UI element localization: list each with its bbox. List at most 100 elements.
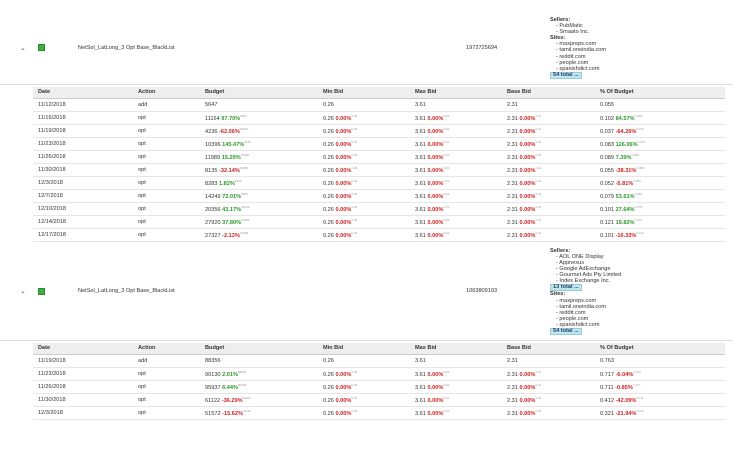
previous-value: 3.61	[443, 370, 450, 375]
previous-value: 0.26	[351, 396, 358, 401]
cell: 0.26 0.00%0.26	[318, 380, 410, 394]
column-header: Base Bid	[502, 342, 595, 355]
change-percent: 0.00%	[427, 232, 444, 239]
previous-value: 0.037	[637, 139, 646, 144]
change-percent: 0.00%	[335, 219, 352, 226]
total-row: 54 total ...	[550, 327, 621, 335]
cell: 4236 -62.06%11164	[200, 124, 318, 138]
cell-value: 0.412	[600, 397, 614, 404]
show-total-button[interactable]: 54 total ...	[550, 71, 582, 79]
separator	[0, 339, 733, 341]
previous-value: 0.26	[351, 165, 358, 170]
cell-value: opt	[138, 179, 146, 186]
previous-value: 0.083	[631, 152, 639, 157]
cell: 3.61 0.00%3.61	[410, 137, 502, 151]
previous-value: 3.61	[443, 139, 450, 144]
previous-value: 3.61	[443, 152, 450, 157]
cell: 8283 1.82%8135	[200, 176, 318, 190]
cell-value: opt	[138, 409, 146, 416]
cell: 3.61 0.00%3.61	[410, 176, 502, 190]
seller-item: AOL ONE Display	[550, 254, 621, 260]
show-total-button[interactable]: 13 total ...	[550, 284, 582, 292]
change-percent: 19.82%	[615, 219, 635, 226]
column-header: Min Bid	[318, 342, 410, 355]
change-percent: 1.82%	[219, 180, 235, 187]
cell-value: 3.61	[415, 397, 426, 404]
data-row: 11/30/2018 opt 61122 -36.29%95937 0.26 0.00…	[33, 393, 725, 407]
previous-value: 0.717	[632, 383, 641, 388]
cell: 2.31 0.00%2.31	[502, 124, 595, 138]
change-percent: 0.00%	[427, 397, 444, 404]
previous-value: 2.31	[535, 152, 542, 157]
expand-toggle[interactable]: ⌄	[20, 288, 26, 296]
cell-value: 0.26	[323, 371, 334, 378]
previous-value: 2.31	[535, 230, 542, 235]
cell-value: 0.26	[323, 180, 334, 187]
show-total-button[interactable]: 54 total ...	[550, 327, 582, 335]
data-row: 11/26/2018 opt 11989 15.29%10396 0.26 0.00%…	[33, 150, 725, 164]
previous-value: 3.61	[443, 113, 450, 118]
previous-value: 10396	[240, 152, 250, 157]
previous-value: 2.31	[535, 217, 542, 222]
cell-value: 2.31	[507, 193, 518, 200]
expand-toggle[interactable]: ⌄	[20, 44, 26, 52]
cell: 0.26 0.00%0.26	[318, 228, 410, 242]
previous-value: 2.31	[535, 178, 542, 183]
cell: add	[133, 98, 200, 112]
cell: 3.61 0.00%3.61	[410, 150, 502, 164]
cell-value: 2.31	[507, 141, 518, 148]
cell-value: opt	[138, 140, 146, 147]
checkbox[interactable]	[38, 44, 45, 52]
cell: 11/26/2018	[33, 380, 133, 394]
cell-value: 27327	[205, 232, 221, 239]
cell: 0.102 84.57%0.055	[595, 111, 725, 125]
cell: 0.412 -42.09%0.711	[595, 393, 725, 407]
site-item: tamil.oneindia.com	[550, 47, 606, 53]
cell: opt	[133, 393, 200, 407]
change-percent: 0.00%	[519, 167, 536, 174]
previous-value: 4236	[244, 139, 251, 144]
cell: 0.26 0.00%0.26	[318, 163, 410, 177]
seller-item: Google AdExchange	[550, 266, 621, 272]
change-percent: 0.00%	[335, 397, 352, 404]
cell: 11/26/2018	[33, 150, 133, 164]
cell-value: opt	[138, 231, 146, 238]
cell-value: 0.26	[323, 154, 334, 161]
previous-value: 11164	[239, 126, 248, 131]
change-percent: 0.00%	[519, 232, 536, 239]
header-row: Date Action Budget Min Bid Max Bid Base Bid% …	[33, 342, 725, 355]
cell: opt	[133, 406, 200, 420]
cell-value: 11/19/2018	[38, 357, 66, 364]
data-row: 12/14/2018 opt 27920 37.80%20356 0.26 0.00%…	[33, 215, 725, 229]
change-percent: 7.39%	[615, 154, 632, 161]
cell-value: opt	[138, 383, 146, 390]
cell-value: 2.31	[507, 154, 518, 161]
cell: 2.31 0.00%2.31	[502, 380, 595, 394]
cell-value: 11/26/2018	[38, 153, 66, 160]
previous-value: 95937	[242, 396, 251, 401]
site-item: maxpreps.com	[550, 41, 606, 47]
group-header: ⌄ NetSol_LatLong_3 Opt Base_BlackList 1972…	[0, 0, 733, 79]
change-percent: 97.70%	[221, 115, 241, 122]
data-row: 11/30/2018 opt 8135 -32.14%11989 0.26 0.00%…	[33, 163, 725, 177]
checkbox[interactable]	[38, 287, 45, 295]
cell-value: 0.717	[600, 371, 614, 378]
cell: opt	[133, 124, 200, 138]
cell: 0.26 0.00%0.26	[318, 124, 410, 138]
sellers-label: Sellers:	[550, 17, 571, 23]
cell-value: 51572	[205, 410, 221, 417]
change-percent: 0.00%	[519, 206, 536, 213]
change-percent: 0.00%	[335, 115, 352, 122]
data-row: 11/12/2018 add 5647 0.26 3.61 2.31 0.055	[33, 98, 725, 112]
cell: 2.31 0.00%2.31	[502, 163, 595, 177]
cell: 3.61 0.00%3.61	[410, 215, 502, 229]
cell-value: add	[138, 101, 148, 108]
previous-value: 0.055	[634, 113, 643, 118]
cell-value: 14249	[205, 193, 221, 200]
cell-value: 0.26	[323, 128, 334, 135]
cell: opt	[133, 380, 200, 394]
previous-value: 0.26	[351, 230, 358, 235]
cell-value: 12/3/2018	[38, 179, 63, 186]
cell-value: 2.31	[507, 219, 518, 226]
cell-value: 0.321	[600, 410, 614, 417]
